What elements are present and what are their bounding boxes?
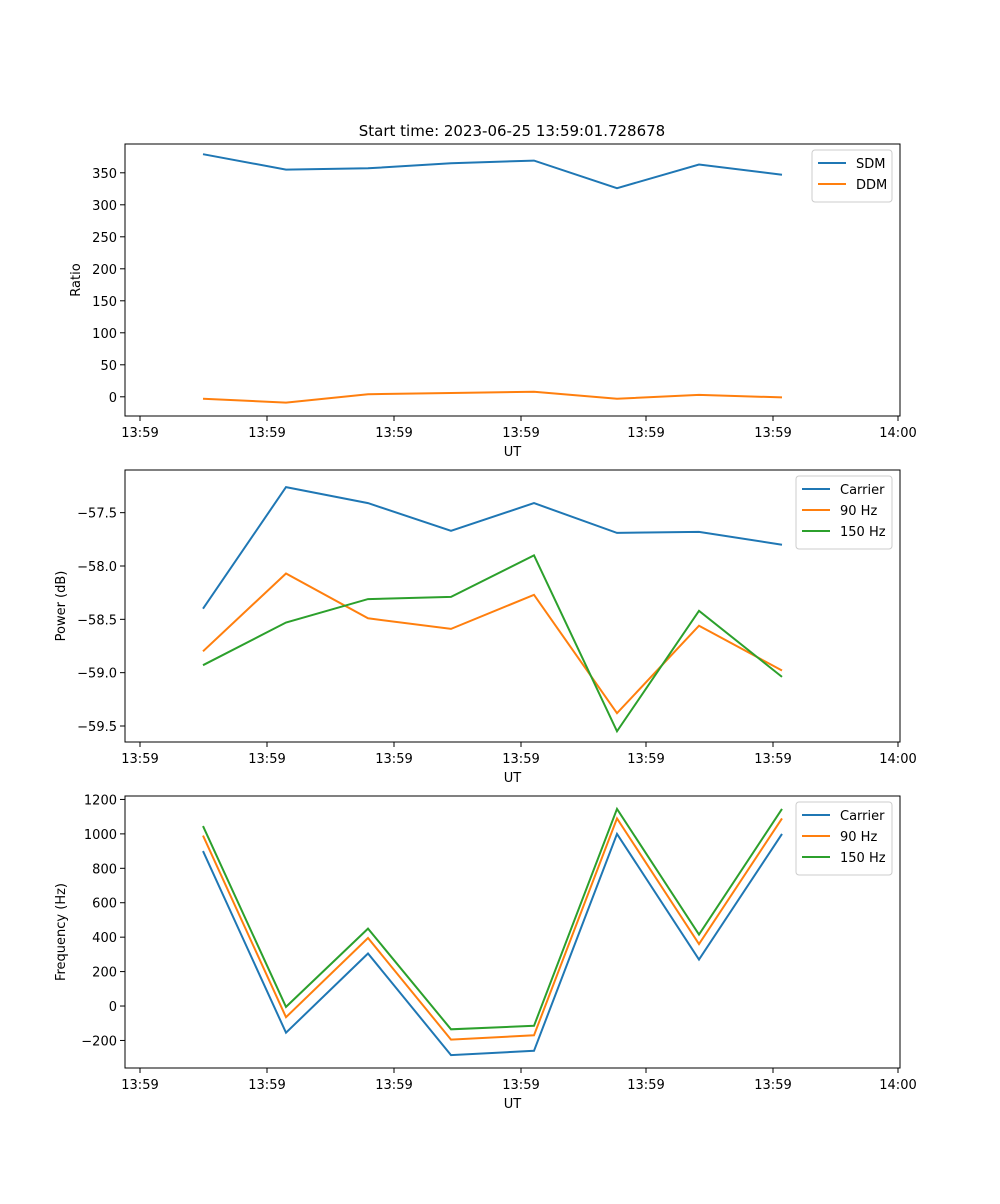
y-tick-label: 250 <box>92 231 117 246</box>
y-tick-label: 0 <box>109 1000 117 1015</box>
x-tick-label: 13:59 <box>627 426 664 441</box>
y-axis-label: Frequency (Hz) <box>54 883 69 981</box>
x-tick-label: 13:59 <box>627 752 664 767</box>
series-line-carrier <box>202 485 783 610</box>
y-tick-label: 800 <box>92 862 117 877</box>
y-tick-label: −59.0 <box>77 667 117 682</box>
series-line-150-hz <box>202 553 783 734</box>
x-tick-label: 13:59 <box>375 1078 412 1093</box>
y-tick-label: −59.5 <box>77 720 117 735</box>
y-tick-label: −200 <box>81 1034 117 1049</box>
x-tick-label: 13:59 <box>502 1078 539 1093</box>
x-tick-label: 13:59 <box>754 752 791 767</box>
series-line-150-hz <box>202 806 783 1031</box>
series-line-carrier <box>202 831 783 1057</box>
y-tick-label: −58.5 <box>77 613 117 628</box>
legend-label: 90 Hz <box>840 504 877 519</box>
y-tick-label: 150 <box>92 295 117 310</box>
x-axis-label: UT <box>504 445 522 460</box>
x-tick-label: 14:00 <box>879 426 916 441</box>
legend: Carrier 90 Hz 150 Hz <box>795 801 893 876</box>
axes-frame <box>124 469 901 743</box>
legend-label: Carrier <box>840 483 885 498</box>
axes-frame <box>124 143 901 417</box>
x-tick-label: 13:59 <box>121 426 158 441</box>
y-tick-label: 200 <box>92 966 117 981</box>
y-tick-label: 600 <box>92 897 117 912</box>
legend-label: 150 Hz <box>840 525 886 540</box>
x-tick-label: 13:59 <box>754 426 791 441</box>
x-tick-label: 14:00 <box>879 752 916 767</box>
series-line-sdm <box>202 153 783 190</box>
y-axis-label: Ratio <box>69 263 84 296</box>
y-axis-label: Power (dB) <box>54 571 69 642</box>
x-tick-label: 13:59 <box>248 752 285 767</box>
y-tick-label: −58.0 <box>77 560 117 575</box>
y-tick-label: 50 <box>100 359 117 374</box>
axes-frame <box>124 795 901 1069</box>
chart-panel-1: 13:59 13:59 13:59 13:59 13:59 13:59 14:00 0 50 10… <box>69 143 917 460</box>
legend-label: SDM <box>856 157 885 172</box>
y-tick-label: 300 <box>92 199 117 214</box>
y-tick-label: 400 <box>92 931 117 946</box>
chart-panel-2: 13:59 13:59 13:59 13:59 13:59 13:59 14:00 −59.5… <box>54 469 917 786</box>
x-tick-label: 13:59 <box>248 1078 285 1093</box>
x-tick-label: 13:59 <box>375 426 412 441</box>
x-tick-label: 13:59 <box>121 752 158 767</box>
figure-title: Start time: 2023-06-25 13:59:01.728678 <box>359 122 665 140</box>
legend: Carrier 90 Hz 150 Hz <box>795 475 893 550</box>
y-tick-label: 1000 <box>84 828 117 843</box>
series-line-90-hz <box>202 572 783 715</box>
x-tick-label: 14:00 <box>879 1078 916 1093</box>
x-tick-label: 13:59 <box>502 426 539 441</box>
x-axis-label: UT <box>504 771 522 786</box>
y-tick-label: −57.5 <box>77 507 117 522</box>
x-tick-label: 13:59 <box>121 1078 158 1093</box>
panels: 13:59 13:59 13:59 13:59 13:59 13:59 14:00 0 50 10… <box>54 143 917 1112</box>
legend-label: 90 Hz <box>840 830 877 845</box>
legend-label: 150 Hz <box>840 851 886 866</box>
x-tick-label: 13:59 <box>754 1078 791 1093</box>
series-line-ddm <box>202 390 783 404</box>
x-tick-label: 13:59 <box>248 426 285 441</box>
x-axis-label: UT <box>504 1097 522 1112</box>
x-tick-label: 13:59 <box>627 1078 664 1093</box>
legend-label: DDM <box>856 178 887 193</box>
y-tick-label: 100 <box>92 327 117 342</box>
y-tick-label: 1200 <box>84 793 117 808</box>
chart-panel-3: 13:59 13:59 13:59 13:59 13:59 13:59 14:00 −200 0… <box>54 793 917 1112</box>
x-tick-label: 13:59 <box>502 752 539 767</box>
legend: SDM DDM <box>811 149 893 203</box>
y-tick-label: 350 <box>92 167 117 182</box>
y-tick-label: 200 <box>92 263 117 278</box>
series-line-90-hz <box>202 816 783 1041</box>
x-tick-label: 13:59 <box>375 752 412 767</box>
y-tick-label: 0 <box>109 391 117 406</box>
legend-label: Carrier <box>840 809 885 824</box>
